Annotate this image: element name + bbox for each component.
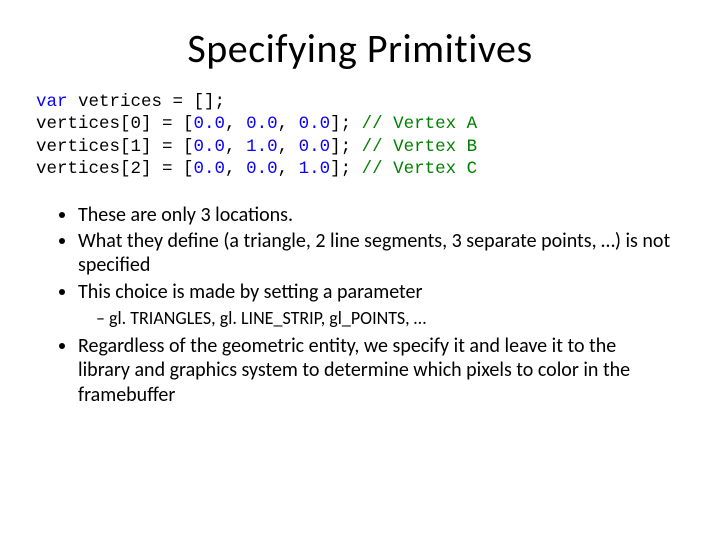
slide: Specifying Primitives var vetrices = [];… bbox=[0, 0, 720, 540]
code-decl-rest: vetrices = []; bbox=[68, 92, 226, 112]
code-l0-cm: // Vertex A bbox=[362, 114, 478, 134]
code-l0-c2: , bbox=[278, 114, 299, 134]
code-l0-n1: 0.0 bbox=[194, 114, 226, 134]
code-l2-rhs: ]; bbox=[330, 159, 362, 179]
code-l0-lhs: vertices[0] = [ bbox=[36, 114, 194, 134]
code-l2-c1: , bbox=[225, 159, 246, 179]
code-l2-n3: 1.0 bbox=[299, 159, 331, 179]
bullet-4: Regardless of the geometric entity, we s… bbox=[78, 334, 672, 407]
bullet-list: These are only 3 locations. What they de… bbox=[48, 203, 672, 408]
code-l1-lhs: vertices[1] = [ bbox=[36, 137, 194, 157]
bullet-2: What they define (a triangle, 2 line seg… bbox=[78, 229, 672, 278]
code-l0-c1: , bbox=[225, 114, 246, 134]
code-l2-n2: 0.0 bbox=[246, 159, 278, 179]
code-l1-n2: 1.0 bbox=[246, 137, 278, 157]
code-l1-n3: 0.0 bbox=[299, 137, 331, 157]
code-l2-c2: , bbox=[278, 159, 299, 179]
code-l1-rhs: ]; bbox=[330, 137, 362, 157]
bullet-3-text: This choice is made by setting a paramet… bbox=[78, 280, 422, 304]
code-l0-rhs: ]; bbox=[330, 114, 362, 134]
bullet-1: These are only 3 locations. bbox=[78, 203, 672, 227]
code-l1-cm: // Vertex B bbox=[362, 137, 478, 157]
bullet-3: This choice is made by setting a paramet… bbox=[78, 280, 672, 330]
bullet-3-sublist: gl. TRIANGLES, gl. LINE_STRIP, gl_POINTS… bbox=[96, 308, 672, 330]
bullet-3-sub-1: gl. TRIANGLES, gl. LINE_STRIP, gl_POINTS… bbox=[96, 308, 672, 330]
code-l1-c1: , bbox=[225, 137, 246, 157]
code-l2-n1: 0.0 bbox=[194, 159, 226, 179]
code-l2-cm: // Vertex C bbox=[362, 159, 478, 179]
code-l0-n3: 0.0 bbox=[299, 114, 331, 134]
code-l1-c2: , bbox=[278, 137, 299, 157]
slide-title: Specifying Primitives bbox=[48, 24, 672, 73]
code-block: var vetrices = []; vertices[0] = [0.0, 0… bbox=[36, 91, 672, 181]
code-keyword-var: var bbox=[36, 92, 68, 112]
code-l2-lhs: vertices[2] = [ bbox=[36, 159, 194, 179]
code-l1-n1: 0.0 bbox=[194, 137, 226, 157]
code-l0-n2: 0.0 bbox=[246, 114, 278, 134]
